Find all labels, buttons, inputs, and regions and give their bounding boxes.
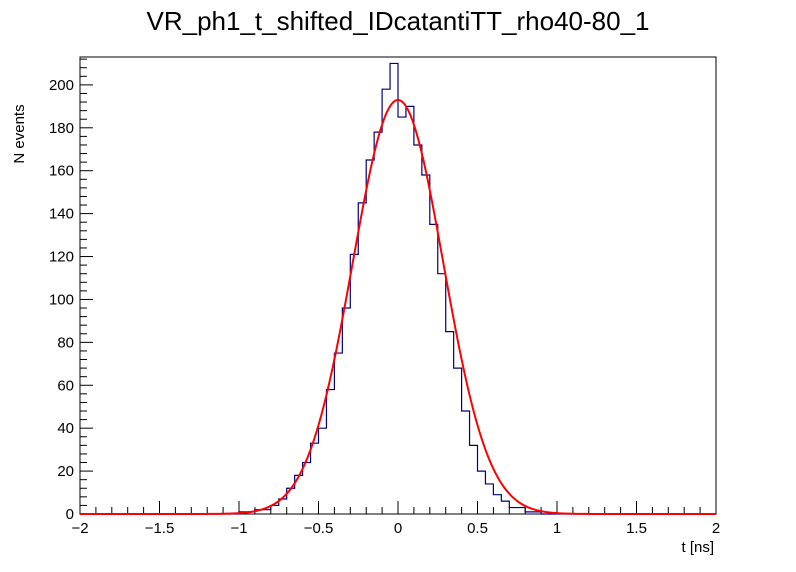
y-tick-label: 100 (49, 291, 74, 308)
chart-title: VR_ph1_t_shifted_IDcatantiTT_rho40-80_1 (147, 6, 650, 36)
y-tick-label: 80 (57, 334, 74, 351)
gaussian-fit-line (80, 98, 716, 515)
x-tick-label: 2 (712, 520, 720, 537)
x-tick-label: 0.5 (467, 520, 488, 537)
plot-frame (79, 56, 717, 515)
x-tick-label: −2 (71, 520, 88, 537)
y-tick-label: 180 (49, 120, 74, 137)
y-axis-title: N events (11, 104, 28, 163)
x-tick-label: 1.5 (626, 520, 647, 537)
x-axis-ticks: −2 −1.5 −1 −0.5 0 0.5 1 1.5 2 (71, 501, 720, 537)
histogram-series (80, 62, 716, 515)
y-tick-label: 60 (57, 377, 74, 394)
y-axis-ticks: 0 20 40 60 80 100 120 140 160 180 200 (49, 58, 93, 523)
x-axis-title: t [ns] (681, 539, 714, 556)
x-tick-label: 1 (553, 520, 561, 537)
y-tick-label: 120 (49, 249, 74, 266)
y-tick-label: 140 (49, 206, 74, 223)
series-layer (80, 62, 716, 515)
y-tick-label: 20 (57, 463, 74, 480)
y-tick-label: 200 (49, 77, 74, 94)
x-tick-label: −1 (230, 520, 247, 537)
x-tick-label: −1.5 (145, 520, 175, 537)
y-tick-label: 0 (66, 506, 74, 523)
x-tick-label: 0 (394, 520, 402, 537)
x-tick-label: −0.5 (304, 520, 334, 537)
y-tick-label: 40 (57, 420, 74, 437)
y-tick-label: 160 (49, 163, 74, 180)
